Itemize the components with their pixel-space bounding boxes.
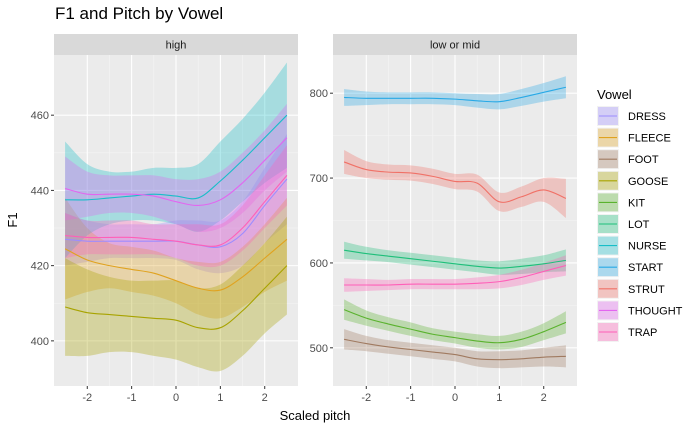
- legend-title: Vowel: [597, 87, 632, 102]
- y-tick-label: 600: [310, 258, 328, 270]
- legend-label-thought: THOUGHT: [628, 305, 683, 317]
- y-tick-label: 400: [31, 336, 49, 348]
- y-tick-label: 500: [310, 343, 328, 355]
- x-tick-label: 2: [541, 392, 547, 404]
- y-tick-label: 700: [310, 173, 328, 185]
- x-tick-label: -1: [406, 392, 416, 404]
- strip-label-high: high: [166, 40, 187, 52]
- legend-label-kit: KIT: [628, 197, 645, 209]
- y-tick-label: 800: [310, 88, 328, 100]
- x-tick-label: 2: [262, 392, 268, 404]
- legend-label-trap: TRAP: [628, 327, 657, 339]
- strip-label-low-or-mid: low or mid: [430, 40, 480, 52]
- x-tick-label: 0: [452, 392, 458, 404]
- legend-label-nurse: NURSE: [628, 241, 667, 253]
- legend-label-dress: DRESS: [628, 111, 666, 123]
- y-tick-label: 420: [31, 261, 49, 273]
- x-tick-label: -2: [82, 392, 92, 404]
- legend-label-lot: LOT: [628, 219, 650, 231]
- legend-label-fleece: FLEECE: [628, 133, 671, 145]
- x-tick-label: -1: [127, 392, 137, 404]
- chart-title: F1 and Pitch by Vowel: [55, 4, 223, 23]
- legend-label-strut: STRUT: [628, 284, 665, 296]
- legend-label-goose: GOOSE: [628, 176, 668, 188]
- x-tick-label: -2: [361, 392, 371, 404]
- x-tick-label: 1: [496, 392, 502, 404]
- legend-label-foot: FOOT: [628, 154, 659, 166]
- x-tick-label: 0: [173, 392, 179, 404]
- legend: Vowel DRESS FLEECE FOOT GOOSE KIT LOT NURSE STA…: [597, 87, 683, 342]
- x-tick-label: 1: [217, 392, 223, 404]
- y-axis-title: F1: [5, 212, 20, 227]
- y-tick-label: 460: [31, 110, 49, 122]
- legend-label-start: START: [628, 262, 663, 274]
- x-axis-title: Scaled pitch: [280, 408, 351, 423]
- y-tick-label: 440: [31, 185, 49, 197]
